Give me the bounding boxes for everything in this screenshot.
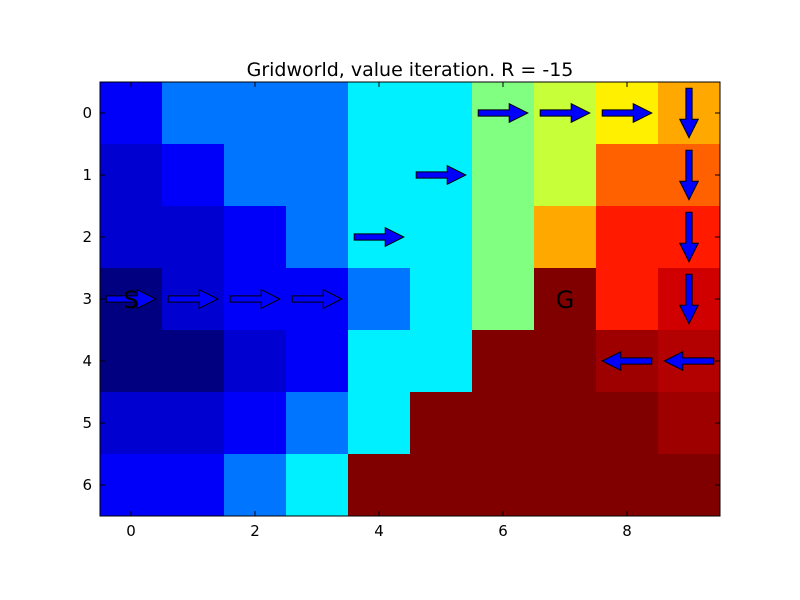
x-tick-label: 4 <box>374 522 384 540</box>
heatmap-cell <box>472 144 535 207</box>
heatmap-cell <box>658 392 721 455</box>
heatmap-cell <box>224 330 287 393</box>
heatmap-cell <box>596 268 659 331</box>
heatmap-cell <box>596 206 659 269</box>
y-tick-label: 2 <box>82 228 92 246</box>
heatmap-cell <box>410 206 473 269</box>
heatmap-cell <box>286 454 349 517</box>
heatmap-cell <box>472 454 535 517</box>
heatmap-cell <box>410 268 473 331</box>
x-tick-label: 2 <box>250 522 260 540</box>
heatmap-cell <box>534 268 597 331</box>
heatmap-cell <box>534 330 597 393</box>
heatmap-cell <box>162 206 225 269</box>
arrow-right-icon <box>229 288 281 310</box>
heatmap-cell <box>162 392 225 455</box>
heatmap-cell <box>348 454 411 517</box>
heatmap-cell <box>596 392 659 455</box>
heatmap-cell <box>162 82 225 145</box>
heatmap-cell <box>162 454 225 517</box>
arrow-down-icon <box>678 149 700 201</box>
arrow-right-icon <box>601 102 653 124</box>
arrow-right-icon <box>415 164 467 186</box>
arrow-right-icon <box>477 102 529 124</box>
y-tick-label: 0 <box>82 104 92 122</box>
y-tick-label: 4 <box>82 352 92 370</box>
heatmap-cell <box>472 330 535 393</box>
heatmap-cell <box>472 392 535 455</box>
heatmap-cell <box>100 206 163 269</box>
arrow-left-icon <box>663 350 715 372</box>
heatmap-cell <box>286 82 349 145</box>
heatmap-cell <box>534 392 597 455</box>
heatmap-cell <box>472 268 535 331</box>
heatmap-cell <box>348 82 411 145</box>
arrow-right-icon <box>167 288 219 310</box>
x-tick-label: 6 <box>498 522 508 540</box>
goal-label: G <box>556 286 575 314</box>
heatmap-cell <box>100 454 163 517</box>
arrow-right-icon <box>291 288 343 310</box>
heatmap-cell <box>534 144 597 207</box>
x-tick-label: 0 <box>126 522 136 540</box>
heatmap-cell <box>410 454 473 517</box>
heatmap-cell <box>410 392 473 455</box>
y-tick-label: 6 <box>82 476 92 494</box>
arrow-down-icon <box>678 273 700 325</box>
heatmap-cell <box>162 144 225 207</box>
x-tick-label: 8 <box>622 522 632 540</box>
y-tick-label: 1 <box>82 166 92 184</box>
arrow-down-icon <box>678 211 700 263</box>
heatmap-cell <box>410 330 473 393</box>
heatmap-cell <box>286 206 349 269</box>
arrow-right-icon <box>105 288 157 310</box>
heatmap-cell <box>224 144 287 207</box>
heatmap-cell <box>162 330 225 393</box>
heatmap-cell <box>100 392 163 455</box>
heatmap-cell <box>658 454 721 517</box>
heatmap-cell <box>596 454 659 517</box>
heatmap-cell <box>472 206 535 269</box>
heatmap-cell <box>348 392 411 455</box>
arrow-left-icon <box>601 350 653 372</box>
heatmap-cell <box>348 268 411 331</box>
start-label: S <box>123 286 138 314</box>
policy-arrows <box>105 87 715 372</box>
arrow-right-icon <box>353 226 405 248</box>
y-tick-label: 3 <box>82 290 92 308</box>
heatmap-cell <box>224 206 287 269</box>
heatmap-cell <box>286 144 349 207</box>
heatmap-cell <box>534 206 597 269</box>
heatmap-cell <box>224 454 287 517</box>
heatmap-cell <box>286 392 349 455</box>
heatmap-cell <box>286 330 349 393</box>
arrow-right-icon <box>539 102 591 124</box>
heatmap-cell <box>410 82 473 145</box>
y-tick-label: 5 <box>82 414 92 432</box>
heatmap-cell <box>224 392 287 455</box>
heatmap-cell <box>100 82 163 145</box>
heatmap-cell <box>348 330 411 393</box>
axis-ticks: 0 2 4 6 8 0 1 2 3 4 5 6 <box>82 82 720 540</box>
heatmap-cell <box>534 454 597 517</box>
heatmap-cell <box>596 144 659 207</box>
heatmap-cell <box>100 330 163 393</box>
heatmap-cell <box>348 144 411 207</box>
plot-frame <box>99 81 721 517</box>
chart-title: Gridworld, value iteration. R = -15 <box>247 59 574 81</box>
heatmap-cell <box>100 144 163 207</box>
heatmap-cell <box>224 82 287 145</box>
arrow-down-icon <box>678 87 700 139</box>
